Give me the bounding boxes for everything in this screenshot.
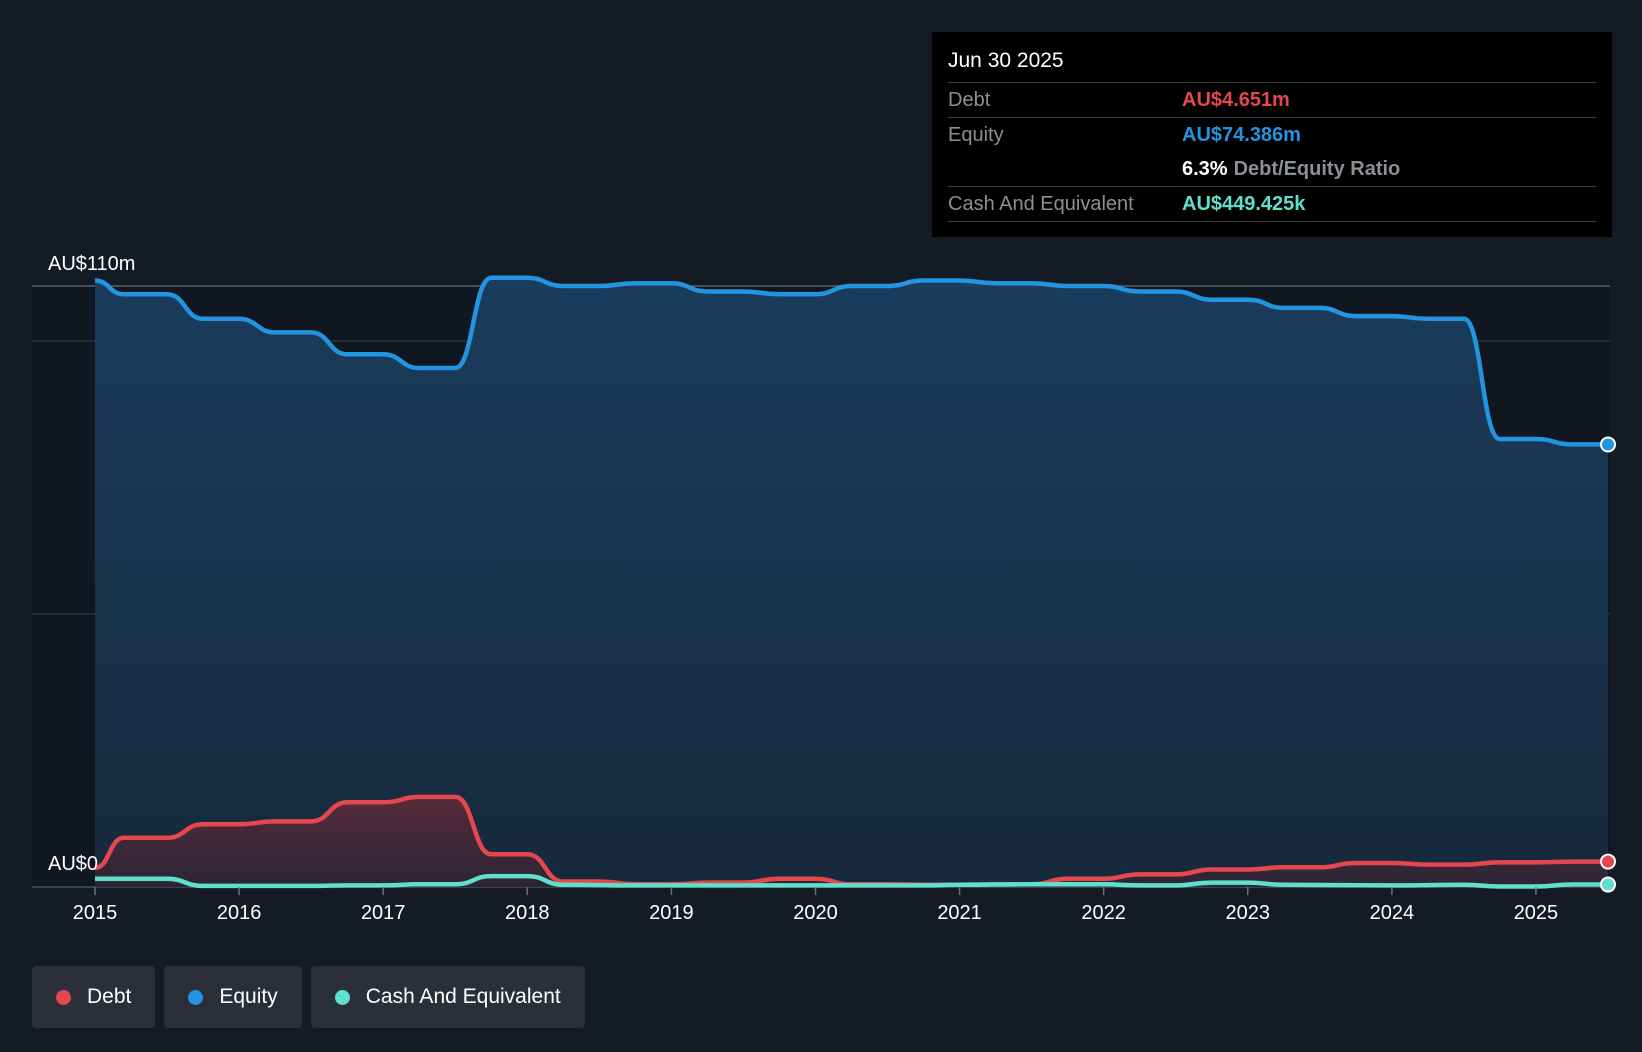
legend-item-equity[interactable]: Equity — [164, 966, 302, 1028]
debt-area — [95, 796, 1608, 887]
x-tick-label-2023: 2023 — [1226, 902, 1271, 924]
chart-legend: Debt Equity Cash And Equivalent — [32, 966, 585, 1028]
tooltip-equity-label: Equity — [948, 124, 1004, 146]
tooltip-cash-label: Cash And Equivalent — [948, 193, 1134, 215]
tooltip-debt-value: AU$4.651m — [1182, 89, 1290, 111]
x-tick-label-2020: 2020 — [793, 902, 838, 924]
equity-line — [94, 275, 1608, 447]
tooltip-row-equity: Equity AU$74.386m — [948, 118, 1596, 152]
x-tick-label-2024: 2024 — [1370, 902, 1415, 924]
debt-dot-icon — [56, 989, 71, 1005]
tooltip-ratio-value: 6.3% — [1182, 158, 1228, 180]
y-axis-top-label: AU$110m — [48, 253, 135, 275]
equity-dot-icon — [188, 989, 204, 1005]
y-axis-bottom-label: AU$0 — [48, 853, 98, 875]
cash-dot-icon — [334, 989, 350, 1005]
legend-item-debt[interactable]: Debt — [32, 966, 156, 1028]
x-tick-label-2016: 2016 — [217, 902, 262, 924]
x-tick-label-2021: 2021 — [937, 902, 982, 924]
tooltip-panel: Jun 30 2025 Debt AU$4.651m Equity AU$74.… — [932, 32, 1612, 237]
x-tick-label-2019: 2019 — [649, 902, 694, 924]
legend-cash-label: Cash And Equivalent — [365, 985, 561, 1008]
legend-equity-label: Equity — [219, 985, 278, 1008]
tooltip-row-ratio: 6.3% Debt/Equity Ratio — [948, 152, 1596, 187]
x-tick-label-2018: 2018 — [505, 902, 550, 924]
cash-end-marker[interactable] — [1600, 876, 1616, 893]
tooltip-row-cash: Cash And Equivalent AU$449.425k — [948, 187, 1596, 222]
debt-end-marker[interactable] — [1600, 853, 1616, 870]
tooltip-cash-value: AU$449.425k — [1182, 193, 1306, 215]
tooltip-debt-label: Debt — [948, 89, 991, 111]
x-tick-label-2017: 2017 — [361, 902, 406, 924]
tooltip-ratio: 6.3% Debt/Equity Ratio — [1182, 152, 1400, 186]
legend-debt-label: Debt — [87, 985, 132, 1008]
tooltip-row-debt: Debt AU$4.651m — [948, 83, 1596, 118]
tooltip-date: Jun 30 2025 — [948, 46, 1596, 83]
equity-area — [95, 277, 1608, 887]
equity-end-marker[interactable] — [1600, 436, 1616, 453]
legend-item-cash[interactable]: Cash And Equivalent — [310, 966, 585, 1028]
tooltip-ratio-label: Debt/Equity Ratio — [1233, 158, 1401, 180]
tooltip-equity-value: AU$74.386m — [1182, 124, 1301, 146]
cash-line — [95, 873, 1608, 889]
x-tick-label-2025: 2025 — [1514, 902, 1559, 924]
x-tick-label-2015: 2015 — [73, 902, 118, 924]
x-tick-label-2022: 2022 — [1081, 902, 1126, 924]
